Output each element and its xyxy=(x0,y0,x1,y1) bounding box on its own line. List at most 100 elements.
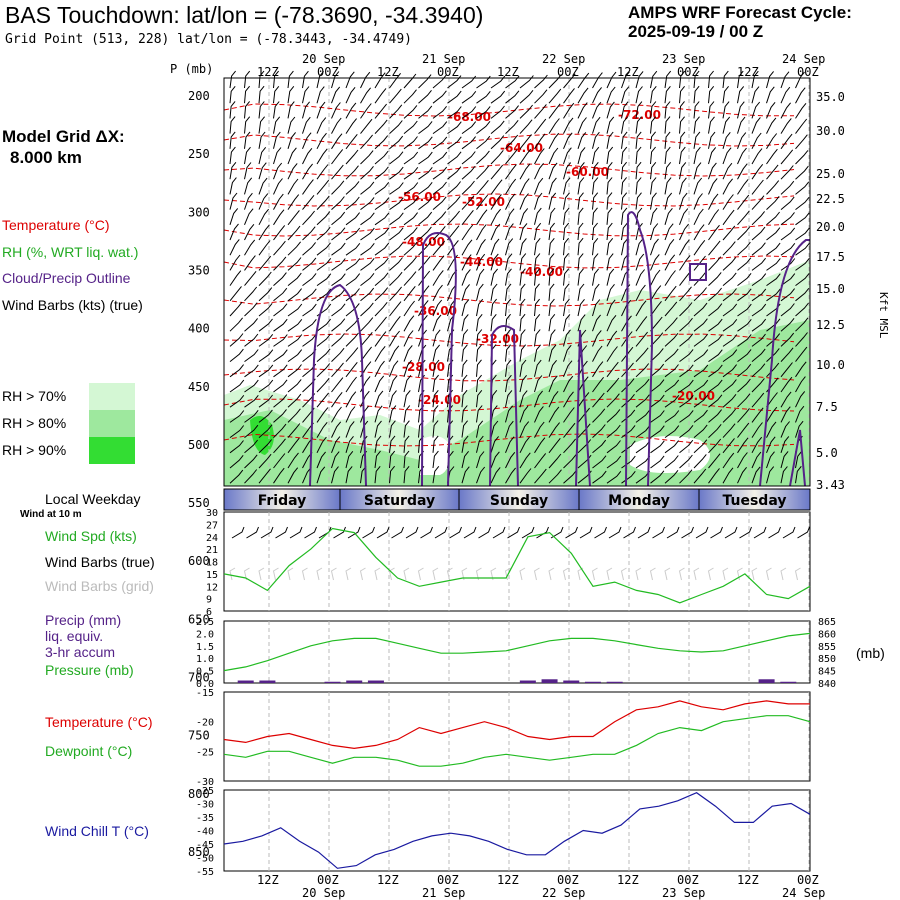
temperature-contour xyxy=(223,133,795,147)
grid-wind-barb xyxy=(446,567,453,581)
wind-barb xyxy=(621,440,636,454)
wind-barb xyxy=(795,465,802,484)
wind-barb xyxy=(287,467,299,484)
precip-bar xyxy=(519,680,536,683)
wind-barb xyxy=(621,146,628,165)
wind-barb xyxy=(505,164,517,180)
bottom-date-label: 24 Sep xyxy=(782,886,825,900)
wind-barb xyxy=(432,255,445,271)
wind-barb xyxy=(505,119,519,134)
wind-barb xyxy=(331,71,340,89)
wind-barb xyxy=(461,180,475,195)
wind-barb xyxy=(592,72,603,89)
weekday-label: Saturday xyxy=(364,493,435,509)
wind-barb xyxy=(650,70,658,89)
wind-barb xyxy=(737,241,751,256)
precip-tick: 0.5 xyxy=(196,667,214,678)
wind-barb xyxy=(331,362,344,378)
pressure-tick: 860 xyxy=(818,629,836,640)
kft-tick-label: 22.5 xyxy=(816,192,845,206)
pressure-label: Pressure (mb) xyxy=(45,662,134,678)
wind-barb xyxy=(374,119,388,134)
wind-barb xyxy=(273,116,281,134)
wind-barb xyxy=(229,131,236,149)
wind-barb xyxy=(490,313,497,332)
wind-barb xyxy=(708,468,720,484)
wind-barb xyxy=(795,391,806,408)
wind-barb xyxy=(534,421,545,438)
wind-barb xyxy=(490,268,498,286)
wind-barb xyxy=(650,269,661,286)
wind-barb xyxy=(780,347,794,362)
weekday-label: Sunday xyxy=(490,493,548,509)
wind-barb xyxy=(722,408,736,423)
wind-barb xyxy=(563,268,570,286)
wind-barb xyxy=(592,207,598,225)
wind-barb xyxy=(592,237,599,256)
wind-barb xyxy=(519,405,529,423)
wind-barb xyxy=(548,359,557,377)
wind-barb xyxy=(331,421,342,438)
wind-barb xyxy=(244,70,251,89)
wind-barb xyxy=(476,238,486,256)
wind-barb xyxy=(563,147,572,165)
wind-barb xyxy=(606,455,622,469)
wind-barb xyxy=(722,288,737,302)
wind-barb xyxy=(287,225,301,241)
wind-barb xyxy=(345,376,357,393)
wind-barb xyxy=(258,70,265,89)
wind-barb xyxy=(548,298,555,317)
wind-barb xyxy=(766,348,780,362)
local-weekday-label: Local Weekday xyxy=(45,491,141,507)
wind-barb xyxy=(664,425,680,439)
wind-chill-tick: -50 xyxy=(196,854,214,865)
wind-barb xyxy=(505,105,519,119)
wind-barb xyxy=(635,363,650,378)
wind-barb xyxy=(563,329,571,347)
wind-barb xyxy=(519,178,530,195)
wind-barb xyxy=(316,195,330,210)
surface-wind-barb xyxy=(333,526,346,539)
wind-barb xyxy=(751,163,764,180)
wind-barb xyxy=(244,454,258,469)
wind-barb xyxy=(592,116,601,134)
wind-barb xyxy=(374,405,383,423)
wind-barb xyxy=(287,452,299,469)
wind-barb xyxy=(476,374,482,393)
wind-barb xyxy=(505,344,512,362)
wind-barb xyxy=(592,470,607,484)
wind-barb xyxy=(389,257,403,271)
wind-barb xyxy=(447,151,462,165)
wind-barb xyxy=(418,196,433,210)
wind-barb xyxy=(795,134,808,150)
wind-barb xyxy=(403,212,418,226)
wind-barb xyxy=(432,211,447,226)
precip-liq-label: liq. equiv. xyxy=(45,628,104,644)
wind-barb xyxy=(258,439,272,454)
wind-barb xyxy=(737,393,751,408)
wind-barb xyxy=(664,116,671,134)
wind-barb xyxy=(519,119,533,134)
wind-barb xyxy=(548,222,555,241)
wind-barb xyxy=(519,359,527,377)
wind-barb xyxy=(693,255,706,271)
wind-barb xyxy=(534,207,542,225)
wind-barb xyxy=(273,318,288,332)
wind-barb xyxy=(403,285,416,302)
wind-barb xyxy=(244,333,259,347)
wind-barb xyxy=(563,298,570,317)
top-time-tick: 00Z xyxy=(437,65,459,79)
wind-barb xyxy=(606,314,617,332)
wind-barb xyxy=(461,209,474,226)
wind-barb xyxy=(534,453,547,469)
wind-barb xyxy=(563,253,569,271)
wind-barb xyxy=(345,149,359,165)
wind-barb xyxy=(679,239,690,256)
grid-wind-barb xyxy=(461,567,468,581)
bottom-time-tick: 12Z xyxy=(257,873,279,887)
wind-barb xyxy=(780,71,790,89)
wind-barb xyxy=(766,333,781,347)
wind-barb xyxy=(722,131,731,149)
wind-barb xyxy=(505,208,515,225)
wind-barb xyxy=(751,132,762,150)
